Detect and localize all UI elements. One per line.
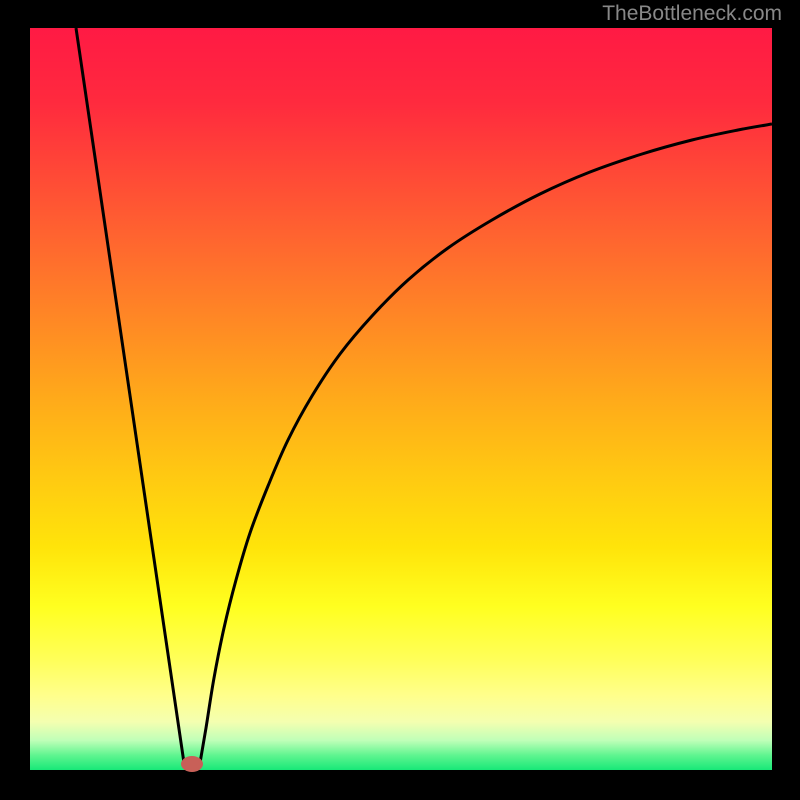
minimum-marker: [181, 756, 203, 772]
plot-area: [30, 28, 772, 770]
watermark-text: TheBottleneck.com: [602, 2, 782, 26]
curve-line-ascending: [200, 124, 772, 763]
curve-layer: [30, 28, 772, 770]
curve-line-descending: [76, 28, 184, 763]
chart-container: TheBottleneck.com: [0, 0, 800, 800]
